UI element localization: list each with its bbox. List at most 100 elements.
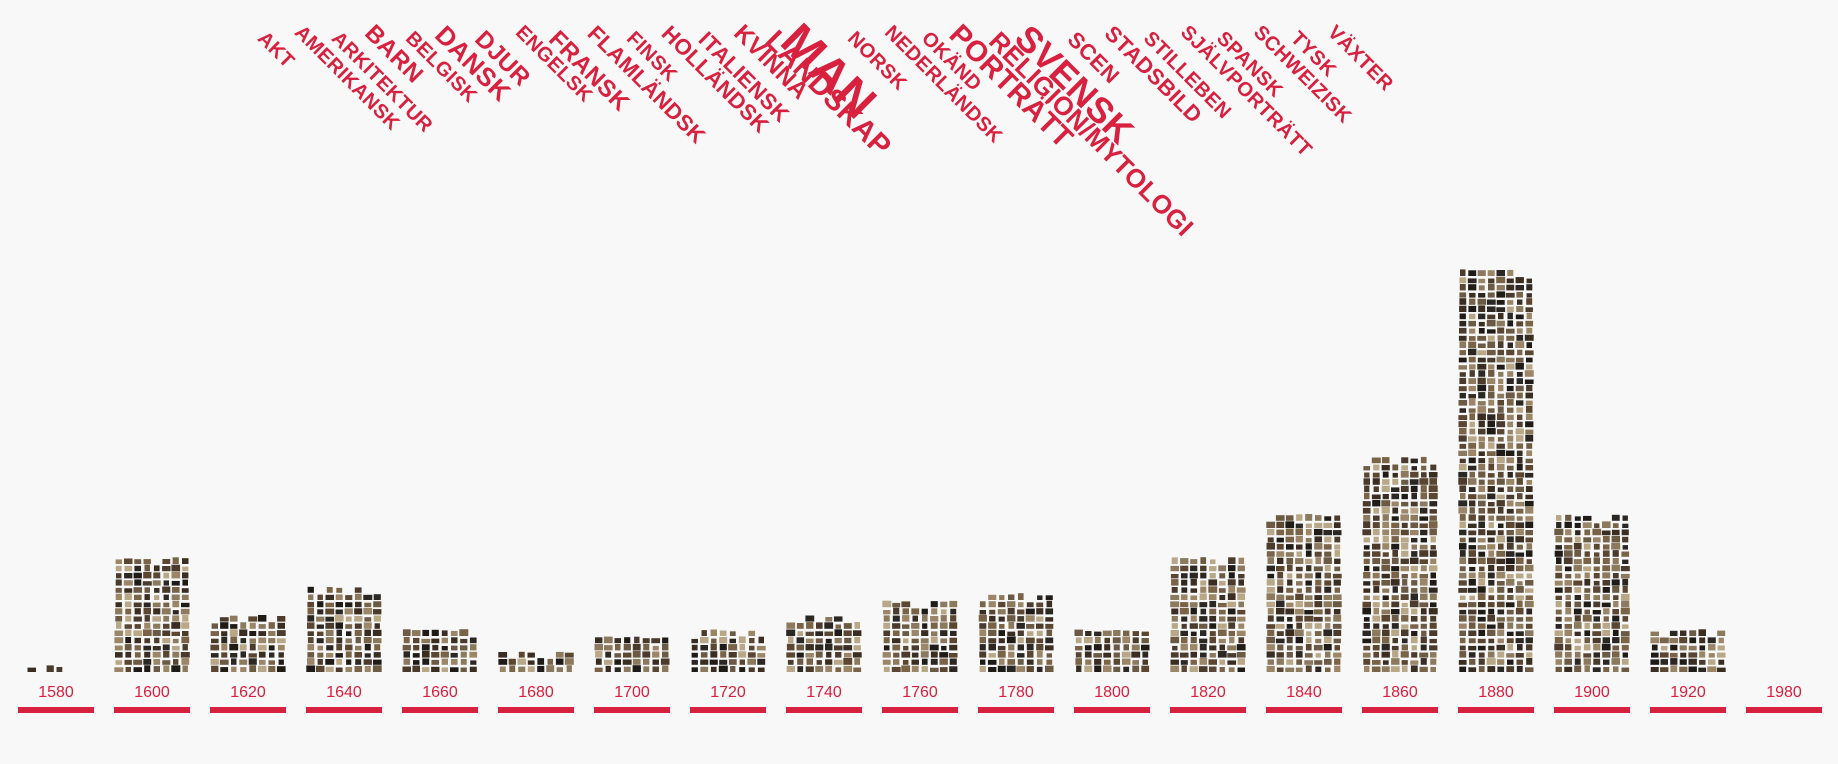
thumbnail[interactable] xyxy=(1334,536,1341,543)
thumbnail[interactable] xyxy=(1620,631,1630,636)
thumbnail[interactable] xyxy=(912,615,919,622)
thumbnail[interactable] xyxy=(854,622,861,629)
thumbnail[interactable] xyxy=(115,652,123,658)
thumbnail[interactable] xyxy=(1363,658,1371,665)
thumbnail[interactable] xyxy=(1391,501,1399,507)
decade-label-1660[interactable]: 1660 xyxy=(422,684,458,701)
thumbnail[interactable] xyxy=(1382,629,1390,636)
thumbnail[interactable] xyxy=(1459,305,1467,312)
thumbnail[interactable] xyxy=(950,615,957,622)
thumbnail[interactable] xyxy=(1680,630,1687,637)
thumbnail[interactable] xyxy=(940,638,948,644)
thumbnail[interactable] xyxy=(1468,284,1477,291)
thumbnail[interactable] xyxy=(1458,335,1467,341)
thumbnail[interactable] xyxy=(1506,616,1514,622)
thumbnail[interactable] xyxy=(1458,580,1467,586)
thumbnail[interactable] xyxy=(134,594,142,600)
thumbnail[interactable] xyxy=(930,622,938,629)
thumbnail[interactable] xyxy=(1372,595,1380,601)
thumbnail[interactable] xyxy=(1046,659,1053,665)
thumbnail[interactable] xyxy=(1515,385,1524,392)
thumbnail[interactable] xyxy=(853,667,862,673)
thumbnail[interactable] xyxy=(1488,457,1495,464)
thumbnail[interactable] xyxy=(1228,667,1235,672)
thumbnail[interactable] xyxy=(422,667,430,672)
thumbnail[interactable] xyxy=(1650,667,1659,672)
thumbnail[interactable] xyxy=(979,629,987,636)
thumbnail[interactable] xyxy=(1237,609,1246,615)
thumbnail[interactable] xyxy=(1486,299,1496,305)
thumbnail[interactable] xyxy=(1516,623,1524,629)
thumbnail[interactable] xyxy=(1430,602,1437,608)
thumbnail[interactable] xyxy=(979,651,987,658)
thumbnail[interactable] xyxy=(1017,659,1024,665)
thumbnail[interactable] xyxy=(1593,586,1601,593)
thumbnail[interactable] xyxy=(1392,464,1399,471)
thumbnail[interactable] xyxy=(852,652,862,658)
thumbnail[interactable] xyxy=(1200,557,1207,564)
thumbnail[interactable] xyxy=(1419,652,1429,658)
thumbnail[interactable] xyxy=(786,622,796,629)
thumbnail[interactable] xyxy=(728,644,738,651)
thumbnail[interactable] xyxy=(1037,595,1043,600)
bar-1820[interactable] xyxy=(1170,557,1246,672)
thumbnail[interactable] xyxy=(460,659,467,665)
thumbnail[interactable] xyxy=(317,631,324,636)
thumbnail[interactable] xyxy=(950,608,957,615)
thumbnail[interactable] xyxy=(1601,643,1611,651)
thumbnail[interactable] xyxy=(363,608,373,615)
thumbnail[interactable] xyxy=(1498,312,1504,320)
thumbnail[interactable] xyxy=(1219,616,1226,622)
thumbnail[interactable] xyxy=(124,659,132,665)
thumbnail[interactable] xyxy=(1132,665,1140,672)
thumbnail[interactable] xyxy=(998,630,1006,636)
thumbnail[interactable] xyxy=(1363,645,1371,651)
thumbnail[interactable] xyxy=(125,608,132,615)
thumbnail[interactable] xyxy=(1190,631,1197,636)
thumbnail[interactable] xyxy=(336,659,343,665)
thumbnail[interactable] xyxy=(749,645,755,651)
thumbnail[interactable] xyxy=(1017,630,1024,637)
thumbnail[interactable] xyxy=(1574,550,1582,557)
thumbnail[interactable] xyxy=(1304,615,1314,622)
thumbnail[interactable] xyxy=(1381,465,1390,471)
thumbnail[interactable] xyxy=(1622,616,1629,622)
thumbnail[interactable] xyxy=(144,615,150,622)
thumbnail[interactable] xyxy=(336,587,343,593)
thumbnail[interactable] xyxy=(1229,636,1235,644)
thumbnail[interactable] xyxy=(642,651,651,658)
thumbnail[interactable] xyxy=(346,631,352,636)
thumbnail[interactable] xyxy=(911,608,920,615)
thumbnail[interactable] xyxy=(834,637,842,644)
thumbnail[interactable] xyxy=(1372,472,1380,478)
thumbnail[interactable] xyxy=(1515,501,1525,507)
thumbnail[interactable] xyxy=(1612,651,1620,658)
thumbnail[interactable] xyxy=(1179,652,1189,658)
thumbnail[interactable] xyxy=(308,594,314,601)
thumbnail[interactable] xyxy=(815,638,823,644)
thumbnail[interactable] xyxy=(1391,557,1399,564)
thumbnail[interactable] xyxy=(1373,566,1380,572)
thumbnail[interactable] xyxy=(1208,586,1218,593)
thumbnail[interactable] xyxy=(1487,537,1495,543)
thumbnail[interactable] xyxy=(1497,437,1504,442)
thumbnail[interactable] xyxy=(1478,609,1486,615)
thumbnail[interactable] xyxy=(1717,645,1725,651)
thumbnail[interactable] xyxy=(989,615,996,622)
thumbnail[interactable] xyxy=(882,659,891,665)
thumbnail[interactable] xyxy=(1621,658,1629,665)
thumbnail[interactable] xyxy=(843,665,853,672)
thumbnail[interactable] xyxy=(1594,523,1600,528)
thumbnail[interactable] xyxy=(1267,557,1275,564)
thumbnail[interactable] xyxy=(1219,659,1226,665)
thumbnail[interactable] xyxy=(498,659,508,665)
thumbnail[interactable] xyxy=(1621,667,1630,673)
thumbnail[interactable] xyxy=(1199,616,1208,622)
thumbnail[interactable] xyxy=(1458,660,1467,665)
thumbnail[interactable] xyxy=(1363,581,1371,586)
thumbnail[interactable] xyxy=(210,658,219,665)
thumbnail[interactable] xyxy=(1314,631,1322,636)
thumbnail[interactable] xyxy=(1574,631,1581,636)
thumbnail[interactable] xyxy=(1602,587,1610,593)
thumbnail[interactable] xyxy=(1266,587,1275,593)
